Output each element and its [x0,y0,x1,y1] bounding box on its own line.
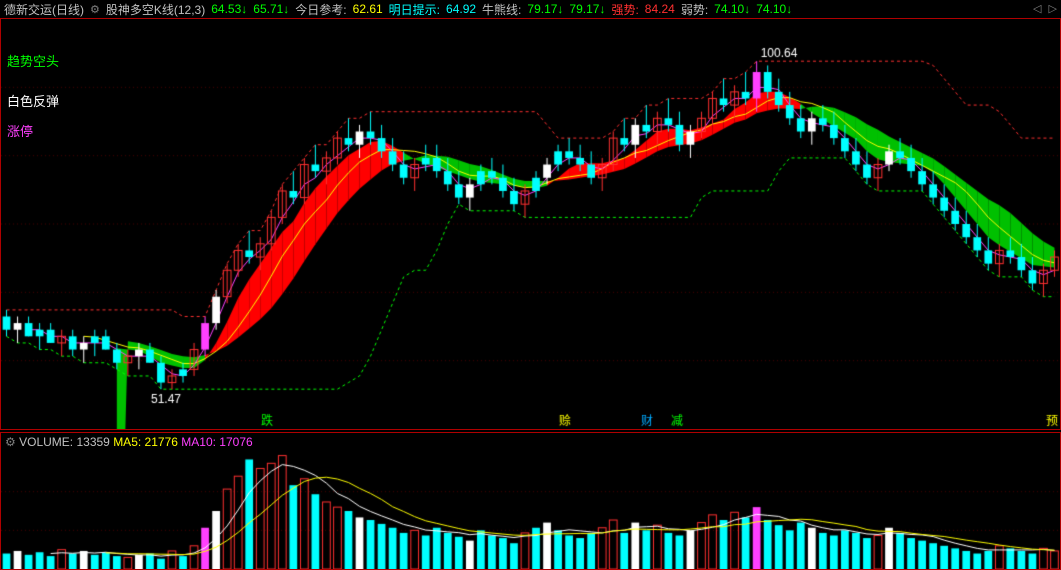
indicator-name: 股神多空K线(12,3) [106,1,205,18]
side-label: 白色反弹 [7,91,59,110]
nav-arrows: ◁ ▷ [1029,2,1057,15]
bull-label: 牛熊线: [482,1,521,18]
ref-label: 今日参考: [295,1,346,18]
weak2: 74.10↓ [756,2,792,16]
price-chart-canvas [1,19,1060,429]
volume-panel[interactable]: ⚙ VOLUME: 13359 MA5: 21776 MA10: 17076 [0,432,1061,570]
vol-label: VOLUME: [19,435,73,449]
tip-val: 64.92 [446,2,476,16]
bull2: 79.17↓ [569,2,605,16]
volume-header: ⚙ VOLUME: 13359 MA5: 21776 MA10: 17076 [5,435,253,449]
side-label: 涨停 [7,121,33,140]
strong-label: 强势: [611,1,638,18]
side-label: 趋势空头 [7,51,59,70]
gear-icon[interactable]: ⚙ [90,3,100,16]
ref-val: 62.61 [353,2,383,16]
volume-canvas [1,433,1060,569]
next-icon[interactable]: ▷ [1049,3,1057,15]
tip-label: 明日提示: [389,1,440,18]
strong-val: 84.24 [645,2,675,16]
ma10-label: MA10: [181,435,216,449]
ma5-label: MA5: [113,435,141,449]
price-chart-panel[interactable]: 趋势空头白色反弹涨停 [0,18,1061,430]
weak-label: 弱势: [681,1,708,18]
ma5-val: 21776 [145,435,178,449]
prev-icon[interactable]: ◁ [1033,3,1041,15]
title: 德新交运(日线) [4,1,84,18]
gear-icon[interactable]: ⚙ [5,435,16,449]
ma10-val: 17076 [219,435,252,449]
weak1: 74.10↓ [714,2,750,16]
bull1: 79.17↓ [527,2,563,16]
val2: 65.71↓ [253,2,289,16]
vol-val: 13359 [76,435,109,449]
chart-header: 德新交运(日线) ⚙ 股神多空K线(12,3) 64.53↓ 65.71↓ 今日… [0,0,1061,18]
val1: 64.53↓ [211,2,247,16]
